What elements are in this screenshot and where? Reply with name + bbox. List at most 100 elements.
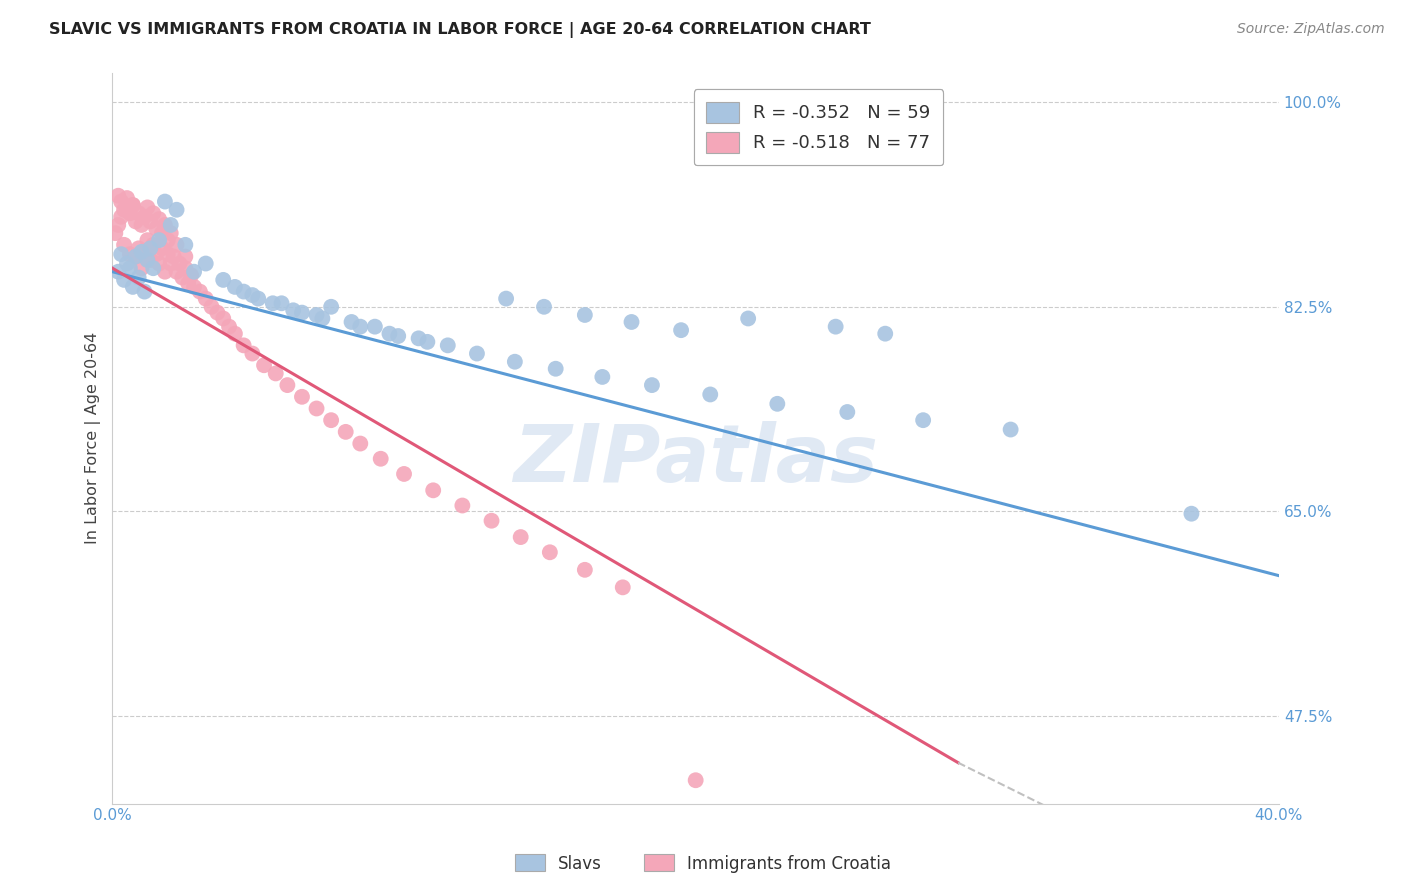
Point xyxy=(533,300,555,314)
Point xyxy=(166,202,188,217)
Point xyxy=(574,563,596,577)
Point xyxy=(465,346,488,360)
Point xyxy=(349,319,371,334)
Point xyxy=(620,315,643,329)
Point xyxy=(118,206,141,220)
Point xyxy=(139,241,162,255)
Point xyxy=(121,280,143,294)
Point xyxy=(174,261,197,276)
Point xyxy=(364,319,387,334)
Point xyxy=(349,436,371,450)
Point xyxy=(262,296,284,310)
Point xyxy=(159,218,181,232)
Point xyxy=(136,253,159,268)
Point xyxy=(824,319,846,334)
Point xyxy=(232,285,254,299)
Point xyxy=(188,285,211,299)
Point xyxy=(436,338,458,352)
Point xyxy=(156,233,179,247)
Text: Source: ZipAtlas.com: Source: ZipAtlas.com xyxy=(1237,22,1385,37)
Point xyxy=(737,311,759,326)
Point xyxy=(153,194,176,209)
Point xyxy=(242,288,264,302)
Point xyxy=(118,261,141,276)
Point xyxy=(110,194,132,209)
Point xyxy=(283,303,305,318)
Point xyxy=(378,326,401,341)
Point xyxy=(207,305,229,319)
Point xyxy=(875,326,897,341)
Point xyxy=(180,268,202,283)
Point xyxy=(408,331,430,345)
Point xyxy=(112,237,135,252)
Point xyxy=(699,387,721,401)
Point xyxy=(224,326,246,341)
Point xyxy=(685,773,707,788)
Point xyxy=(107,188,129,202)
Point xyxy=(166,237,188,252)
Text: SLAVIC VS IMMIGRANTS FROM CROATIA IN LABOR FORCE | AGE 20-64 CORRELATION CHART: SLAVIC VS IMMIGRANTS FROM CROATIA IN LAB… xyxy=(49,22,872,38)
Point xyxy=(699,814,721,829)
Point xyxy=(145,247,167,261)
Point xyxy=(128,270,150,285)
Point xyxy=(148,233,170,247)
Point xyxy=(125,250,148,264)
Point xyxy=(253,358,276,372)
Point xyxy=(107,218,129,232)
Point xyxy=(321,300,343,314)
Point xyxy=(340,315,363,329)
Point xyxy=(183,280,205,294)
Point xyxy=(136,201,159,215)
Point xyxy=(247,292,270,306)
Point xyxy=(134,285,156,299)
Point xyxy=(224,280,246,294)
Point xyxy=(142,206,165,220)
Point xyxy=(159,256,181,270)
Point xyxy=(232,338,254,352)
Point xyxy=(392,467,415,481)
Point xyxy=(107,265,129,279)
Point xyxy=(128,241,150,255)
Legend: Slavs, Immigrants from Croatia: Slavs, Immigrants from Croatia xyxy=(508,847,898,880)
Point xyxy=(145,221,167,235)
Point xyxy=(163,250,186,264)
Point xyxy=(574,308,596,322)
Point xyxy=(416,334,439,349)
Point xyxy=(183,265,205,279)
Point xyxy=(142,261,165,276)
Legend: R = -0.352   N = 59, R = -0.518   N = 77: R = -0.352 N = 59, R = -0.518 N = 77 xyxy=(693,89,943,165)
Y-axis label: In Labor Force | Age 20-64: In Labor Force | Age 20-64 xyxy=(86,332,101,544)
Point xyxy=(194,292,217,306)
Point xyxy=(218,319,240,334)
Point xyxy=(148,212,170,227)
Point xyxy=(112,202,135,217)
Point xyxy=(139,214,162,228)
Point xyxy=(451,499,474,513)
Point xyxy=(495,292,517,306)
Point xyxy=(311,311,333,326)
Point xyxy=(837,405,859,419)
Point xyxy=(121,198,143,212)
Point xyxy=(121,198,143,212)
Point xyxy=(276,378,298,392)
Point xyxy=(242,346,264,360)
Point xyxy=(766,397,789,411)
Point xyxy=(115,191,138,205)
Point xyxy=(136,233,159,247)
Point xyxy=(194,256,217,270)
Point xyxy=(212,273,235,287)
Point xyxy=(131,244,153,259)
Point xyxy=(641,378,664,392)
Point xyxy=(174,237,197,252)
Point xyxy=(110,247,132,261)
Point xyxy=(509,530,531,544)
Point xyxy=(153,265,176,279)
Point xyxy=(115,202,138,217)
Point xyxy=(544,361,567,376)
Point xyxy=(291,305,314,319)
Point xyxy=(153,218,176,232)
Point xyxy=(156,247,179,261)
Point xyxy=(200,300,222,314)
Point xyxy=(669,323,692,337)
Point xyxy=(115,256,138,270)
